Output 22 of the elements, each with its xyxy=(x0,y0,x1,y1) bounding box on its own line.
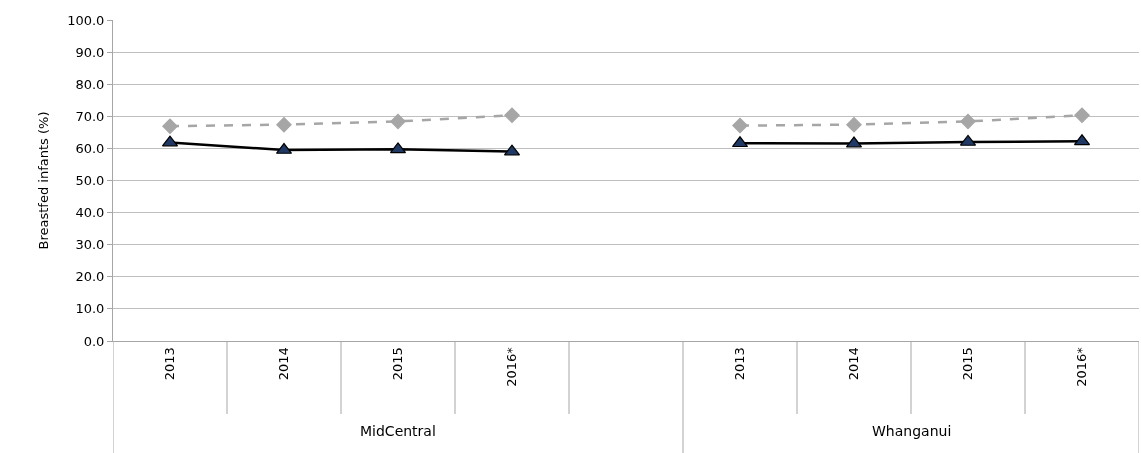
y-tick-label: 70.0 xyxy=(75,108,105,124)
y-axis-title: Breastfed infants (%) xyxy=(36,111,52,250)
x-tick-label: 2016* xyxy=(1074,346,1090,387)
y-tick-label: 40.0 xyxy=(75,205,105,221)
y-tick-label: 80.0 xyxy=(75,76,105,92)
x-tick-label: 2015 xyxy=(960,347,976,381)
text: Whanganui xyxy=(872,423,952,439)
text: MidCentral xyxy=(360,423,436,439)
x-tick-label: 2015 xyxy=(390,347,406,381)
y-tick-label: 0.0 xyxy=(83,333,105,349)
x-tick-label: 2014 xyxy=(276,347,292,381)
y-tick-label: 50.0 xyxy=(75,173,105,189)
y-tick-label: 90.0 xyxy=(75,44,105,60)
x-tick-label: 2014 xyxy=(846,347,862,381)
x-tick-label: 2013 xyxy=(732,347,748,381)
y-tick-label: 60.0 xyxy=(75,140,105,156)
x-tick-label: 2016* xyxy=(504,346,520,387)
y-tick-label: 10.0 xyxy=(75,301,105,317)
y-tick-label: 100.0 xyxy=(67,12,105,28)
y-tick-label: 30.0 xyxy=(75,237,105,253)
x-tick-label: 2013 xyxy=(162,347,178,381)
y-tick-label: 20.0 xyxy=(75,269,105,285)
